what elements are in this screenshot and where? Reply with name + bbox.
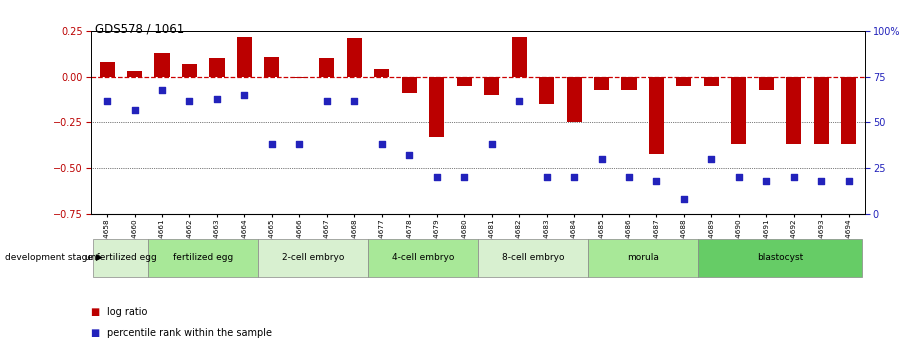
Point <box>539 175 554 180</box>
Point <box>677 197 691 202</box>
Bar <box>512 37 526 77</box>
Text: log ratio: log ratio <box>107 307 148 317</box>
Point <box>759 178 774 184</box>
Point <box>155 87 169 92</box>
Text: 8-cell embryo: 8-cell embryo <box>502 253 564 263</box>
Point <box>650 178 664 184</box>
Point <box>485 142 499 147</box>
Bar <box>127 71 142 77</box>
Bar <box>100 62 115 77</box>
Point <box>100 98 114 103</box>
Bar <box>539 77 554 104</box>
Point <box>292 142 306 147</box>
Text: morula: morula <box>627 253 659 263</box>
Bar <box>677 77 691 86</box>
Bar <box>731 77 747 145</box>
Point <box>209 96 224 101</box>
Text: development stage ▶: development stage ▶ <box>5 253 102 262</box>
Point <box>265 142 279 147</box>
Point <box>374 142 389 147</box>
Bar <box>209 59 225 77</box>
FancyBboxPatch shape <box>93 239 149 277</box>
Point <box>732 175 747 180</box>
Point <box>567 175 582 180</box>
Bar <box>759 77 774 90</box>
Bar <box>182 64 197 77</box>
Bar <box>484 77 499 95</box>
Point <box>457 175 471 180</box>
FancyBboxPatch shape <box>588 239 698 277</box>
Bar <box>566 77 582 122</box>
Bar <box>347 38 361 77</box>
FancyBboxPatch shape <box>258 239 368 277</box>
Text: ■: ■ <box>91 307 100 317</box>
Bar <box>649 77 664 154</box>
Text: percentile rank within the sample: percentile rank within the sample <box>107 328 272 338</box>
Point <box>128 107 142 112</box>
Point <box>814 178 828 184</box>
Text: 4-cell embryo: 4-cell embryo <box>391 253 454 263</box>
Bar <box>457 77 472 86</box>
Point <box>594 156 609 162</box>
Bar <box>841 77 856 145</box>
Text: fertilized egg: fertilized egg <box>173 253 234 263</box>
Bar <box>814 77 829 145</box>
Bar <box>374 69 390 77</box>
Bar <box>786 77 802 145</box>
Point <box>786 175 801 180</box>
FancyBboxPatch shape <box>368 239 478 277</box>
Bar <box>594 77 609 90</box>
Text: unfertilized egg: unfertilized egg <box>85 253 157 263</box>
Point <box>622 175 636 180</box>
Point <box>182 98 197 103</box>
Bar <box>429 77 444 137</box>
FancyBboxPatch shape <box>149 239 258 277</box>
Text: blastocyst: blastocyst <box>757 253 804 263</box>
Bar <box>319 59 334 77</box>
Point <box>347 98 361 103</box>
Point <box>512 98 526 103</box>
Text: 2-cell embryo: 2-cell embryo <box>282 253 344 263</box>
Point <box>704 156 718 162</box>
FancyBboxPatch shape <box>478 239 588 277</box>
Bar <box>292 77 307 78</box>
Bar <box>704 77 719 86</box>
Bar <box>401 77 417 93</box>
Point <box>320 98 334 103</box>
Point <box>429 175 444 180</box>
Bar <box>236 37 252 77</box>
Point <box>842 178 856 184</box>
Bar <box>154 53 169 77</box>
Point <box>402 152 417 158</box>
FancyBboxPatch shape <box>698 239 863 277</box>
Bar <box>265 57 279 77</box>
Bar <box>622 77 637 90</box>
Text: ■: ■ <box>91 328 100 338</box>
Text: GDS578 / 1061: GDS578 / 1061 <box>95 22 185 36</box>
Point <box>237 92 252 98</box>
